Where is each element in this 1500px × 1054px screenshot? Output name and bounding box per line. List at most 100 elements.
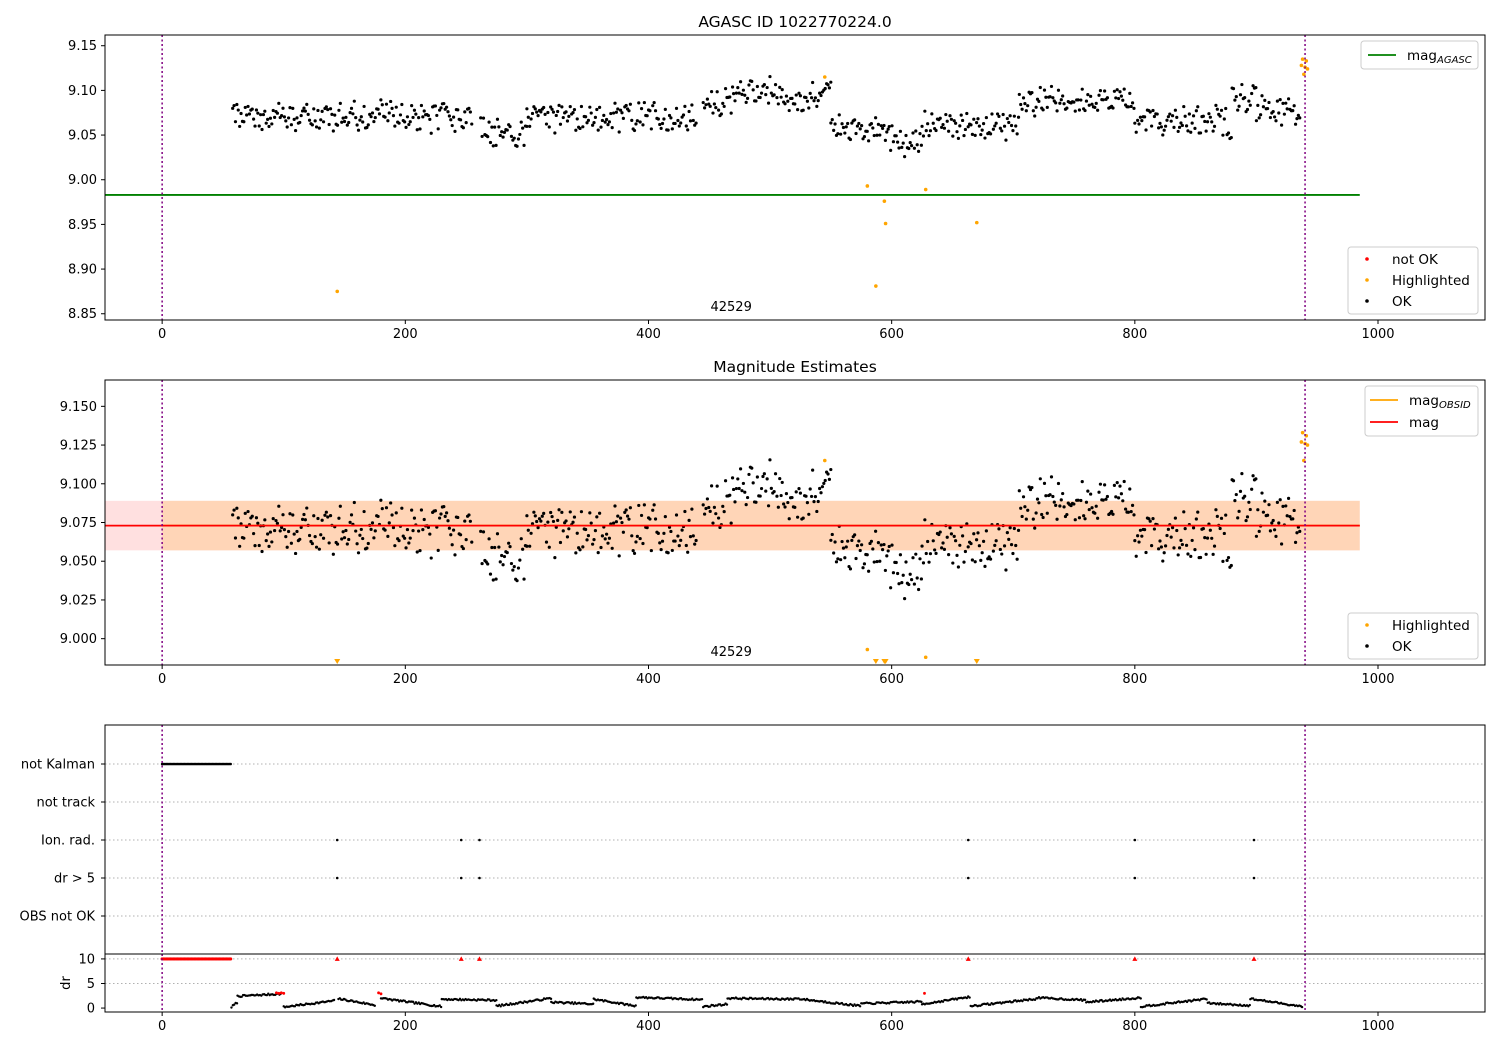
ok-point: [479, 529, 483, 533]
ok-point: [712, 102, 716, 106]
ok-point: [1263, 499, 1267, 503]
ok-point: [972, 117, 976, 121]
y-tick-label: 8.90: [68, 263, 97, 278]
dr-high-point: [229, 957, 233, 961]
ok-point: [1045, 105, 1049, 110]
ok-point: [658, 541, 662, 545]
ok-point: [927, 560, 931, 564]
ok-point: [470, 540, 474, 544]
x-tick-label: 800: [1122, 1019, 1147, 1034]
ok-point: [376, 514, 380, 519]
ok-point: [1226, 555, 1231, 560]
ok-point: [715, 90, 719, 94]
highlighted-point: [1299, 63, 1304, 68]
ok-point: [686, 550, 690, 554]
ok-point: [461, 126, 465, 130]
ok-point: [535, 110, 539, 114]
ok-point: [410, 508, 414, 512]
flag-row-label: dr > 5: [54, 872, 95, 887]
ok-point: [320, 109, 324, 114]
y-tick-label: 9.05: [68, 129, 97, 144]
ok-point: [1257, 529, 1261, 533]
dr-point: [499, 1005, 502, 1008]
ok-point: [557, 103, 561, 107]
ok-point: [436, 548, 440, 552]
ok-point: [546, 110, 550, 115]
ok-point: [467, 106, 471, 110]
ok-point: [904, 133, 908, 138]
ok-point: [773, 472, 778, 476]
ok-point: [550, 107, 554, 111]
ok-point: [449, 118, 453, 122]
ok-point: [310, 123, 314, 127]
legend-marker: [1365, 257, 1369, 261]
dr-point: [1139, 997, 1142, 1000]
ok-point: [327, 122, 331, 127]
ok-point: [1190, 538, 1194, 543]
ok-point: [598, 105, 602, 109]
ok-point: [1059, 98, 1063, 102]
x-tick-label: 400: [636, 1019, 661, 1034]
ok-point: [855, 124, 860, 128]
ok-point: [681, 113, 686, 117]
ok-point: [1251, 84, 1255, 88]
x-tick-label: 1000: [1361, 672, 1394, 687]
ok-point: [480, 561, 484, 566]
ok-point: [404, 125, 408, 129]
ok-point: [564, 519, 568, 523]
ok-point: [449, 533, 453, 537]
ok-point: [238, 124, 242, 129]
ok-point: [1118, 484, 1122, 488]
ok-point: [324, 510, 328, 514]
ok-point: [923, 109, 927, 113]
ok-point: [809, 494, 814, 499]
ok-point: [743, 490, 747, 494]
ok-point: [1229, 135, 1233, 140]
ok-point: [912, 146, 916, 150]
ok-point: [1031, 109, 1035, 113]
ok-point: [306, 112, 310, 116]
ok-point: [600, 534, 605, 538]
ok-point: [278, 529, 282, 533]
ok-point: [1293, 122, 1298, 126]
ok-point: [525, 514, 529, 518]
ok-point: [1286, 496, 1291, 500]
ok-point: [387, 111, 391, 115]
ok-point: [578, 126, 582, 131]
ok-point: [348, 111, 352, 115]
ok-point: [270, 540, 274, 544]
ok-point: [834, 560, 839, 564]
legend-label-subscript: AGASC: [1436, 55, 1472, 66]
ok-point: [1087, 103, 1091, 107]
y-tick-label: 9.075: [60, 516, 97, 531]
ok-point: [997, 527, 1001, 531]
ok-point: [1143, 528, 1147, 532]
ok-point: [976, 117, 980, 121]
y-tick-label: 9.100: [60, 477, 97, 492]
ok-point: [1076, 498, 1080, 502]
ok-point: [768, 458, 772, 462]
ok-point: [428, 117, 432, 122]
out-of-range-marker: [882, 659, 889, 664]
ok-point: [540, 514, 544, 518]
ok-point: [505, 550, 509, 555]
ok-point: [765, 477, 769, 481]
ok-point: [744, 100, 748, 105]
ok-point: [1015, 557, 1019, 561]
ok-point: [512, 565, 516, 569]
ok-point: [1245, 515, 1250, 519]
ok-point: [980, 551, 984, 555]
ok-point: [938, 116, 942, 120]
ok-point: [1138, 115, 1143, 119]
ok-point: [565, 535, 570, 539]
ok-point: [794, 490, 798, 494]
ok-point: [944, 112, 948, 117]
ok-point: [386, 119, 390, 123]
legend-frame: [1347, 612, 1479, 660]
ok-point: [568, 105, 572, 109]
ok-point: [512, 136, 516, 140]
ok-point: [544, 540, 549, 544]
ok-point: [1026, 508, 1030, 512]
dr-point: [1251, 997, 1255, 1000]
ok-point: [539, 519, 543, 523]
